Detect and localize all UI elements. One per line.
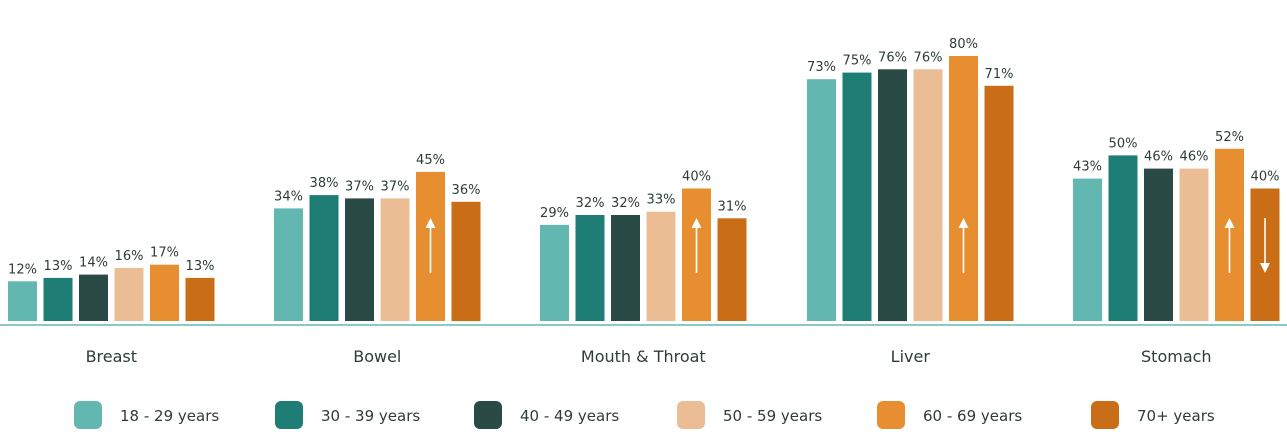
bar-bowel-30-39-years bbox=[309, 195, 339, 321]
value-label-liver-60-69-years: 80% bbox=[949, 37, 978, 52]
value-label-stomach-30-39-years: 50% bbox=[1109, 136, 1138, 151]
value-label-breast-60-69-years: 17% bbox=[150, 246, 179, 261]
category-label-liver: Liver bbox=[891, 347, 931, 366]
value-label-liver-50-59-years: 76% bbox=[914, 50, 943, 65]
value-label-stomach-60-69-years: 52% bbox=[1215, 130, 1244, 145]
value-label-bowel-60-69-years: 45% bbox=[416, 153, 445, 168]
value-label-bowel-18-29-years: 34% bbox=[274, 189, 303, 204]
value-label-bowel-50-59-years: 37% bbox=[381, 179, 410, 194]
legend-label-70plus-years: 70+ years bbox=[1137, 407, 1215, 425]
bar-breast-70plus-years bbox=[185, 277, 215, 321]
legend-label-30-39-years: 30 - 39 years bbox=[321, 407, 420, 425]
arrow-up-mouth-and-throat-60-69-years bbox=[691, 218, 702, 273]
legend-swatch-60-69-years bbox=[877, 401, 905, 429]
bar-breast-60-69-years bbox=[150, 264, 179, 321]
bar-mouth-and-throat-18-29-years bbox=[540, 224, 569, 321]
legend-label-60-69-years: 60 - 69 years bbox=[923, 407, 1022, 425]
legend: 18 - 29 years 30 - 39 years 40 - 49 years 5… bbox=[74, 401, 1215, 429]
legend-swatch-70plus-years bbox=[1091, 401, 1119, 429]
arrow-up-liver-60-69-years bbox=[958, 218, 969, 273]
value-label-breast-18-29-years: 12% bbox=[8, 262, 37, 277]
legend-label-18-29-years: 18 - 29 years bbox=[120, 407, 219, 425]
value-label-stomach-50-59-years: 46% bbox=[1180, 150, 1209, 165]
value-label-breast-70plus-years: 13% bbox=[186, 259, 215, 274]
bar-bowel-18-29-years bbox=[274, 208, 303, 321]
legend-item-40-49-years: 40 - 49 years bbox=[474, 401, 619, 429]
legend-label-40-49-years: 40 - 49 years bbox=[520, 407, 619, 425]
arrow-up-stomach-60-69-years bbox=[1224, 218, 1235, 273]
value-label-mouth-and-throat-18-29-years: 29% bbox=[540, 206, 569, 221]
value-label-liver-40-49-years: 76% bbox=[878, 50, 907, 65]
value-label-breast-50-59-years: 16% bbox=[115, 249, 144, 264]
bar-bowel-70plus-years bbox=[451, 201, 481, 322]
legend-swatch-40-49-years bbox=[474, 401, 502, 429]
bar-bowel-50-59-years bbox=[380, 198, 410, 321]
legend-item-50-59-years: 50 - 59 years bbox=[677, 401, 822, 429]
bar-stomach-40-49-years bbox=[1144, 168, 1173, 321]
bar-liver-40-49-years bbox=[878, 69, 907, 322]
bar-breast-40-49-years bbox=[79, 274, 108, 321]
value-label-mouth-and-throat-50-59-years: 33% bbox=[647, 193, 676, 208]
value-label-breast-30-39-years: 13% bbox=[44, 259, 73, 274]
value-label-mouth-and-throat-40-49-years: 32% bbox=[611, 196, 640, 211]
value-labels-layer: 12% 13% 14% 16% 17% 13% 34% 38% 37% 37% 45% 36% 29% 3… bbox=[8, 37, 1279, 277]
arrows-layer bbox=[425, 218, 1270, 273]
bar-liver-50-59-years bbox=[913, 69, 943, 322]
category-label-stomach: Stomach bbox=[1141, 347, 1212, 366]
category-labels-layer: Breast Bowel Mouth & Throat Liver Stomach bbox=[86, 347, 1212, 366]
bar-breast-18-29-years bbox=[8, 281, 37, 322]
legend-swatch-30-39-years bbox=[275, 401, 303, 429]
legend-swatch-18-29-years bbox=[74, 401, 102, 429]
bar-liver-30-39-years bbox=[842, 72, 872, 321]
value-label-liver-18-29-years: 73% bbox=[807, 60, 836, 75]
bar-stomach-30-39-years bbox=[1108, 155, 1138, 321]
bar-bowel-40-49-years bbox=[345, 198, 374, 321]
bar-stomach-18-29-years bbox=[1073, 178, 1102, 321]
legend-item-60-69-years: 60 - 69 years bbox=[877, 401, 1022, 429]
bar-mouth-and-throat-50-59-years bbox=[646, 211, 676, 321]
bar-liver-70plus-years bbox=[984, 85, 1014, 321]
value-label-liver-70plus-years: 71% bbox=[985, 67, 1014, 82]
legend-label-50-59-years: 50 - 59 years bbox=[723, 407, 822, 425]
category-label-bowel: Bowel bbox=[353, 347, 401, 366]
value-label-stomach-70plus-years: 40% bbox=[1251, 170, 1280, 185]
bar-breast-50-59-years bbox=[114, 268, 144, 321]
legend-swatch-50-59-years bbox=[677, 401, 705, 429]
bar-mouth-and-throat-70plus-years bbox=[717, 218, 747, 321]
bar-breast-30-39-years bbox=[43, 277, 73, 321]
category-label-breast: Breast bbox=[86, 347, 137, 366]
bar-liver-18-29-years bbox=[807, 79, 836, 321]
value-label-breast-40-49-years: 14% bbox=[79, 256, 108, 271]
arrow-up-bowel-60-69-years bbox=[425, 218, 436, 273]
value-label-stomach-18-29-years: 43% bbox=[1073, 160, 1102, 175]
value-label-bowel-30-39-years: 38% bbox=[310, 176, 339, 191]
bars-layer bbox=[8, 56, 1280, 322]
category-label-mouth-and-throat: Mouth & Throat bbox=[581, 347, 706, 366]
value-label-mouth-and-throat-60-69-years: 40% bbox=[682, 170, 711, 185]
bar-mouth-and-throat-30-39-years bbox=[575, 215, 605, 321]
value-label-liver-30-39-years: 75% bbox=[843, 54, 872, 69]
value-label-mouth-and-throat-30-39-years: 32% bbox=[576, 196, 605, 211]
bar-liver-60-69-years bbox=[949, 56, 978, 321]
legend-item-18-29-years: 18 - 29 years bbox=[74, 401, 219, 429]
arrow-down-stomach-70plus-years bbox=[1260, 218, 1270, 273]
value-label-bowel-70plus-years: 36% bbox=[452, 183, 481, 198]
legend-item-70plus-years: 70+ years bbox=[1091, 401, 1215, 429]
bar-stomach-50-59-years bbox=[1179, 168, 1209, 321]
bar-mouth-and-throat-40-49-years bbox=[611, 215, 640, 321]
value-label-bowel-40-49-years: 37% bbox=[345, 179, 374, 194]
value-label-stomach-40-49-years: 46% bbox=[1144, 150, 1173, 165]
value-label-mouth-and-throat-70plus-years: 31% bbox=[718, 199, 747, 214]
legend-item-30-39-years: 30 - 39 years bbox=[275, 401, 420, 429]
